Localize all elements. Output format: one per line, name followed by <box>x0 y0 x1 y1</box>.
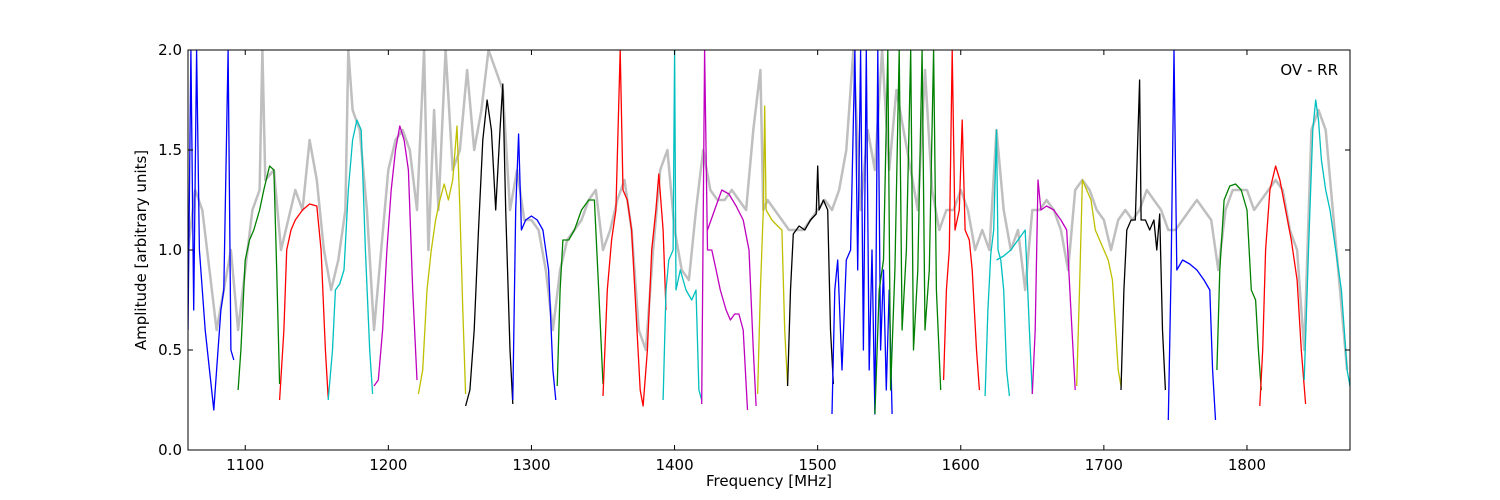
series-layer <box>188 50 1350 421</box>
series-line-25 <box>1259 165 1307 407</box>
y-tick-label-3: 1.5 <box>158 141 182 159</box>
x-tick-label-6: 1700 <box>1085 456 1123 474</box>
series-line-0 <box>188 50 235 411</box>
series-line-13 <box>756 105 789 395</box>
series-line-17 <box>942 50 981 391</box>
y-tick-label-2: 1.0 <box>158 241 182 259</box>
series-line-9 <box>602 50 667 407</box>
series-line-14 <box>786 165 835 387</box>
series-line-11 <box>701 50 749 411</box>
series-line-1 <box>237 165 281 391</box>
series-line-2 <box>278 203 329 401</box>
series-line-19 <box>996 229 1033 395</box>
y-axis-title: Amplitude [arbitrary units] <box>132 150 150 350</box>
series-line-8 <box>556 199 604 387</box>
series-line-3 <box>327 119 374 401</box>
series-line-21 <box>1076 179 1122 387</box>
y-tick-label-0: 0.0 <box>158 441 182 459</box>
x-axis: 1100 1200 1300 1400 1500 1600 1700 1800 <box>226 50 1266 474</box>
series-line-10 <box>662 50 703 401</box>
series-line-23 <box>1167 50 1217 421</box>
y-tick-label-4: 2.0 <box>158 41 182 59</box>
x-tick-label-4: 1500 <box>799 456 837 474</box>
series-line-5 <box>417 125 467 395</box>
series-line-24 <box>1216 183 1262 391</box>
series-line-7 <box>512 133 557 401</box>
x-tick-label-0: 1100 <box>226 456 264 474</box>
x-tick-label-1: 1200 <box>369 456 407 474</box>
x-tick-label-7: 1800 <box>1228 456 1266 474</box>
x-axis-title: Frequency [MHz] <box>706 472 832 490</box>
series-line-15 <box>831 50 893 415</box>
y-axis: 0.0 0.5 1.0 1.5 2.0 <box>158 41 1350 459</box>
series-line-22 <box>1120 79 1167 391</box>
series-line-20 <box>1031 179 1076 395</box>
background-series-line <box>188 50 1349 371</box>
series-line-26 <box>1303 99 1350 387</box>
x-tick-label-2: 1300 <box>512 456 550 474</box>
series-line-6 <box>464 83 514 407</box>
series-line-12 <box>706 189 757 407</box>
series-line-18 <box>984 129 1011 397</box>
series-line-16 <box>874 50 942 415</box>
y-tick-label-1: 0.5 <box>158 341 182 359</box>
plot-area <box>188 50 1350 450</box>
series-line-4 <box>373 125 418 387</box>
background-series-layer <box>188 50 1349 371</box>
x-tick-label-5: 1600 <box>942 456 980 474</box>
x-tick-label-3: 1400 <box>655 456 693 474</box>
panel-annotation: OV - RR <box>1280 61 1338 79</box>
